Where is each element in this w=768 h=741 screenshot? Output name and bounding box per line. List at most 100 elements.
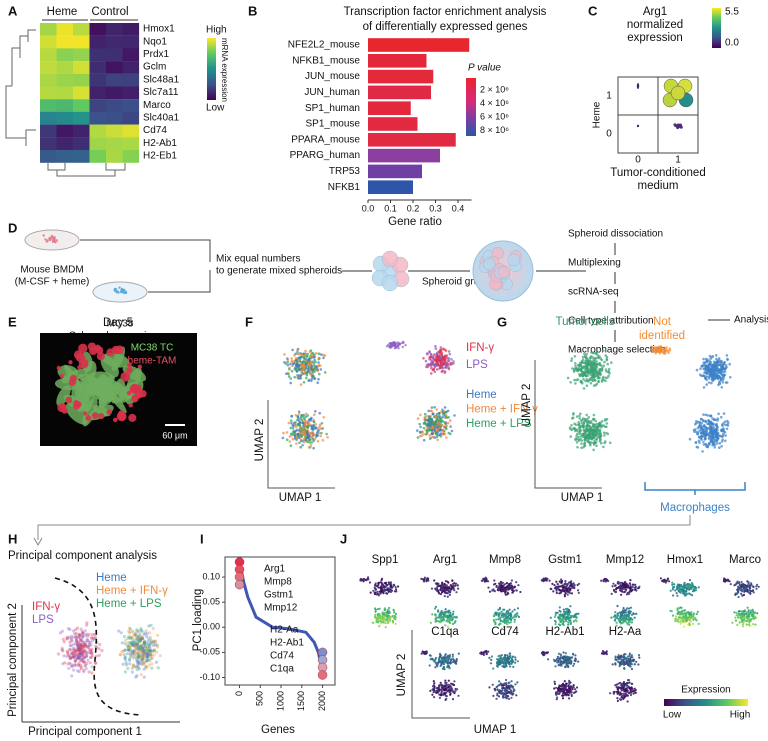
cell-dot — [140, 673, 143, 676]
cell-dot — [316, 434, 319, 437]
cell-dot — [305, 377, 308, 380]
cell-dot — [580, 442, 583, 445]
heatmap-cell — [40, 48, 57, 61]
cell-dot — [685, 620, 687, 622]
cell-dot — [317, 361, 320, 364]
cell-dot — [669, 610, 671, 612]
cell-dot — [81, 644, 84, 647]
gene-label: Hmox1 — [143, 24, 175, 35]
cell-dot — [674, 620, 676, 622]
cell-dot — [481, 580, 483, 582]
cell-dot — [432, 368, 435, 371]
cell-dot — [397, 585, 399, 587]
cell-dot — [367, 578, 369, 580]
axis — [268, 400, 335, 488]
cell-dot — [616, 622, 618, 624]
cell-dot — [563, 609, 565, 611]
cell-dot — [573, 368, 576, 371]
legend-text: Low — [206, 103, 225, 114]
cell-dot — [434, 371, 437, 374]
cell-dot — [123, 649, 126, 652]
x-tick: 0 — [635, 155, 641, 166]
cell-dot — [749, 585, 751, 587]
cell-dot — [91, 665, 94, 668]
cell-dot — [437, 609, 439, 611]
cell-dot — [359, 579, 361, 581]
cell-dot — [451, 616, 453, 618]
cell-dot — [290, 433, 293, 436]
cell-dot — [543, 578, 545, 580]
cell-dot — [300, 355, 303, 358]
heatmap-cell — [73, 125, 90, 138]
cell-dot — [381, 585, 383, 587]
cell-dot — [716, 359, 719, 362]
cell-dot — [742, 583, 744, 585]
cell-dot — [436, 426, 439, 429]
cell-dot — [441, 409, 444, 412]
panel-subtitle: Mmp8 — [489, 554, 521, 566]
cell-dot — [500, 616, 502, 618]
legend-title: P value — [468, 63, 501, 74]
cell-dot — [452, 654, 454, 656]
cell-dot — [567, 613, 569, 615]
y-tick-label: 0.05 — [202, 597, 220, 607]
cell-dot — [632, 586, 634, 588]
cell-dot — [557, 583, 559, 585]
cell-dot — [569, 620, 571, 622]
cell-dot — [487, 587, 489, 589]
cell-dot — [691, 594, 693, 596]
colorbar — [712, 8, 721, 48]
cell-dot — [567, 617, 569, 619]
cell-dot — [664, 352, 667, 355]
cell-dot — [511, 592, 513, 594]
cell-dot — [714, 439, 717, 442]
cell-dot — [378, 625, 380, 627]
cell-dot — [137, 654, 140, 657]
bracket — [645, 482, 745, 495]
cell-dot — [291, 365, 294, 368]
cell-dot — [312, 438, 315, 441]
cell-dot — [701, 365, 704, 368]
cell-dot — [447, 596, 449, 598]
cell-dot — [515, 581, 517, 583]
cell-dot — [615, 591, 617, 593]
cell-dot — [417, 436, 420, 439]
cell-dot — [419, 431, 422, 434]
cell-dot — [574, 614, 576, 616]
cell-dot — [669, 349, 672, 352]
legend-text: 5.5 — [725, 7, 739, 18]
cell-dot — [432, 658, 434, 660]
cell-dot — [634, 587, 636, 589]
cell-blob — [135, 391, 143, 399]
cell-dot — [719, 442, 722, 445]
cell-dot — [322, 439, 325, 442]
cell-dot — [444, 406, 447, 409]
heatmap-cell — [106, 112, 123, 125]
cell-dot — [86, 659, 89, 662]
cell-dot — [85, 621, 88, 624]
cell-dot — [620, 594, 622, 596]
cell-dot — [576, 441, 579, 444]
heatmap-cell — [106, 74, 123, 87]
cell-dot — [135, 634, 138, 637]
cell-dot — [315, 427, 318, 430]
dish — [25, 230, 79, 250]
cell-dot — [314, 410, 317, 413]
cell-dot — [416, 429, 419, 432]
cell-dot — [439, 424, 442, 427]
cell-dot — [564, 585, 566, 587]
legend-text: 4 × 10⁶ — [480, 98, 509, 108]
cell-dot — [433, 353, 436, 356]
connector — [38, 515, 690, 540]
cell-dot — [434, 345, 437, 348]
cell-dot — [509, 609, 511, 611]
cell-dot — [684, 612, 686, 614]
cell-dot — [124, 639, 127, 642]
cell-dot — [710, 382, 713, 385]
heatmap-cell — [40, 137, 57, 150]
cell-dot — [397, 345, 399, 347]
cell-dot — [576, 616, 578, 618]
cell-dot — [735, 619, 737, 621]
cell-dot — [740, 586, 742, 588]
heatmap-cell — [57, 99, 74, 112]
